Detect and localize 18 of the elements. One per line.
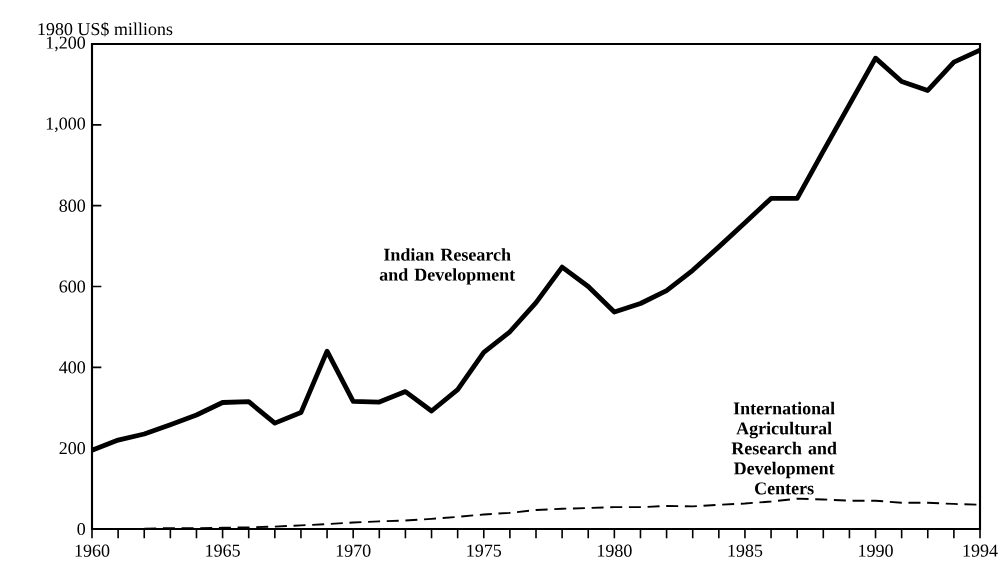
y-tick-label: 800 <box>59 199 86 212</box>
series-label: Indian Research and Development <box>379 248 516 285</box>
y-tick-label: 400 <box>59 361 86 374</box>
x-tick-label: 1990 <box>859 544 893 557</box>
y-tick-label: 1,200 <box>46 36 86 52</box>
x-tick-label: 1985 <box>728 544 763 557</box>
x-tick-label: 1965 <box>206 544 240 557</box>
series-label: International Agricultural Research and Development Centers <box>731 401 837 495</box>
y-tick-label: 600 <box>59 280 86 293</box>
x-tick-label: 1975 <box>467 544 502 557</box>
x-tick-label: 1994 <box>963 544 998 557</box>
x-tick-label: 1960 <box>75 544 110 557</box>
y-tick-label: 1,000 <box>46 117 86 133</box>
y-tick-label: 0 <box>77 522 86 536</box>
y-tick-label: 200 <box>59 442 86 455</box>
y-axis-title: 1980 US$ millions <box>38 22 173 37</box>
x-tick-label: 1970 <box>336 544 371 557</box>
x-tick-label: 1980 <box>597 544 632 557</box>
